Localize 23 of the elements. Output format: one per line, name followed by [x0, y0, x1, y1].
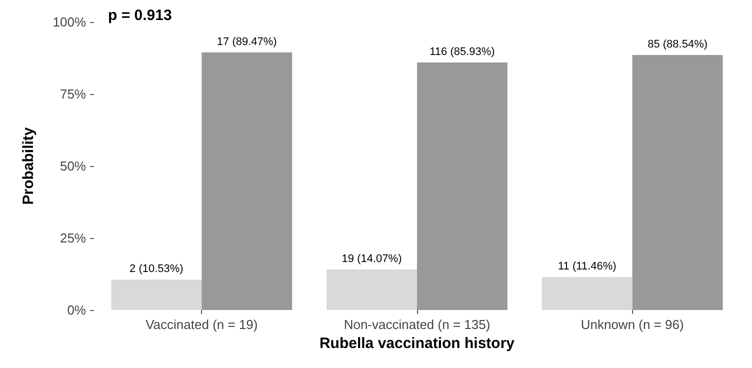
annotation: p = 0.913 — [108, 7, 172, 24]
y-axis-title: Probability — [20, 126, 37, 205]
bar — [542, 276, 632, 310]
bar — [632, 55, 723, 310]
bar — [326, 269, 417, 310]
x-tick-label: Non-vaccinated (n = 135) — [344, 317, 490, 332]
data-label: 17 (89.47%) — [216, 36, 277, 48]
y-tick-label: 100% — [52, 14, 86, 30]
data-label: 19 (14.07%) — [342, 252, 402, 265]
x-tick-label: Unknown (n = 96) — [580, 317, 684, 332]
data-label: 2 (10.53%) — [130, 263, 184, 276]
bar — [111, 280, 202, 310]
x-axis-title: Rubella vaccination history — [319, 334, 516, 352]
data-label: 85 (88.54%) — [648, 38, 708, 51]
y-tick-label: 25% — [60, 230, 86, 246]
y-tick-label: 0% — [67, 302, 86, 318]
data-label: 11 (11.46%) — [558, 260, 616, 272]
data-label: 116 (85.93%) — [430, 46, 495, 58]
bar — [202, 52, 292, 310]
bar — [417, 62, 508, 310]
x-tick-label: Vaccinated (n = 19) — [146, 317, 258, 332]
y-tick-label: 50% — [60, 158, 86, 174]
y-tick-label: 75% — [60, 86, 86, 102]
